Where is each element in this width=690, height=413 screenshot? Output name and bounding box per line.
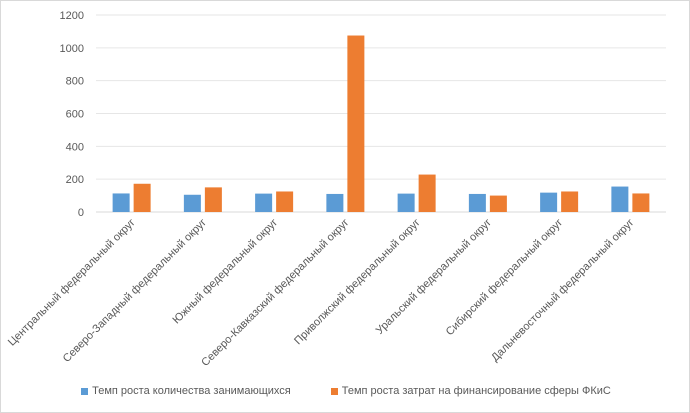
y-tick-label: 800 (66, 76, 84, 88)
bar-series-1 (183, 194, 201, 212)
x-tick-label: Приволжский федеральный округ (292, 217, 423, 348)
bar-series-2 (204, 187, 222, 212)
legend-label-series-1: Темп роста количества занимающихся (92, 385, 291, 397)
bar-series-1 (326, 193, 344, 212)
bar-series-1 (112, 193, 130, 212)
bar-series-2 (489, 195, 507, 212)
legend-item-series-1: Темп роста количества занимающихся (81, 385, 291, 397)
y-tick-label: 1000 (60, 43, 84, 55)
legend-label-series-2: Темп роста затрат на финансирование сфер… (341, 385, 611, 397)
bar-series-1 (611, 186, 629, 212)
bar-series-2 (418, 174, 436, 212)
y-tick-label: 400 (66, 141, 84, 153)
bar-series-2 (133, 183, 151, 212)
x-tick-label: Северо-Кавказский федеральный округ (199, 217, 351, 369)
legend-item-series-2: Темп роста затрат на финансирование сфер… (330, 385, 611, 397)
bar-series-1 (255, 193, 273, 212)
x-tick-label: Уральский федеральный округ (374, 217, 494, 337)
legend-swatch-series-2 (330, 387, 338, 395)
x-tick-label: Центральный федеральный округ (6, 217, 138, 349)
legend: Темп роста количества занимающихся Темп … (1, 385, 690, 397)
bar-series-1 (540, 192, 558, 212)
bar-chart: 0 200 400 600 800 1000 1200 Центральный федерал… (6, 10, 666, 369)
bar-series-2 (347, 35, 365, 213)
legend-swatch-series-1 (81, 387, 89, 395)
x-tick-label: Сибирский федеральный округ (444, 217, 565, 338)
y-tick-label: 1200 (60, 10, 84, 22)
bar-series-1 (468, 193, 486, 212)
bar-series-2 (276, 191, 294, 212)
bar-series-2 (561, 191, 579, 212)
x-tick-label: Дальневосточный федеральный округ (489, 217, 636, 364)
bar-series-2 (632, 193, 650, 212)
x-tick-label: Северо-Западный федеральный округ (61, 217, 209, 365)
bar-series-1 (397, 193, 415, 212)
y-tick-label: 200 (66, 174, 84, 186)
y-tick-label: 600 (66, 109, 84, 121)
y-tick-label: 0 (78, 207, 84, 219)
